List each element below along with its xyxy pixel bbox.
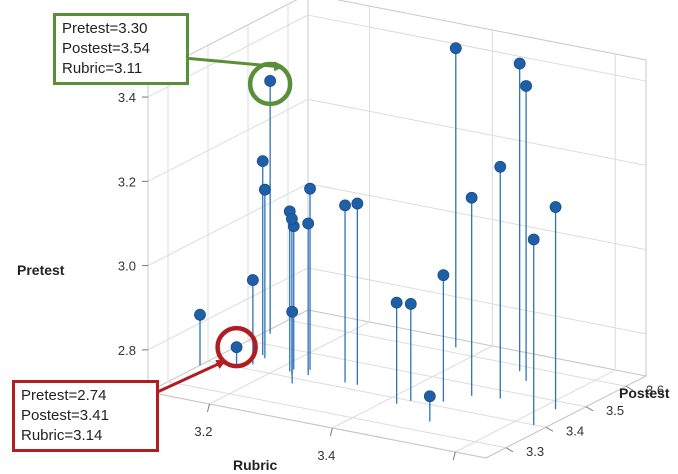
data-point (423, 390, 436, 403)
data-point (339, 199, 351, 212)
grid-line-postest (167, 381, 507, 449)
tick-label-postest: 3.5 (606, 403, 624, 418)
tick-mark-rubric (206, 403, 210, 413)
data-point (390, 296, 403, 309)
grid-line-rubric (332, 345, 493, 429)
data-point (437, 269, 450, 282)
data-point (304, 182, 316, 195)
y-axis-title: Postest (619, 385, 670, 401)
data-point (351, 197, 364, 210)
grid-line-pretest (147, 267, 309, 351)
highlight-ring-top (247, 61, 293, 107)
arrow-top (183, 56, 285, 72)
data-point (194, 308, 206, 321)
tick-label-postest: 3.4 (566, 423, 584, 438)
highlight-ring-bottom (215, 325, 258, 369)
tick-mark-postest (545, 426, 554, 432)
data-point (264, 75, 277, 87)
z-axis-title: Pretest (17, 262, 65, 278)
data-point (246, 274, 259, 286)
grid-line-postest (247, 340, 587, 408)
data-point (520, 80, 533, 92)
annotation-top-line-2: Postest=3.54 (62, 40, 150, 57)
tick-mark-rubric (452, 451, 456, 461)
tick-label-rubric: 3.6 (440, 472, 458, 474)
grid-line-rubric (455, 369, 616, 453)
grid-line-postest (207, 360, 547, 428)
grid-line-pretest (147, 98, 309, 182)
data-point (256, 155, 269, 168)
data-point (258, 183, 271, 196)
tick-mark-postest (585, 406, 594, 412)
grid-line-postest (287, 319, 627, 387)
tick-label-postest: 3.3 (526, 444, 544, 459)
grid-line-pretest (307, 14, 647, 82)
annotation-box-top: Pretest=3.30 Postest=3.54 Rubric=3.11 (53, 13, 189, 85)
tick-label-pretest: 3.0 (118, 259, 136, 274)
tick-mark-postest (505, 447, 514, 453)
axis-ticks: 2.8 3.0 3.2 3.4 3.2 3.4 3.6 3.3 3.4 3.5 3.6 (118, 90, 664, 474)
annotation-bottom-line-3: Rubric=3.14 (21, 427, 103, 444)
grid-line-pretest (307, 267, 647, 335)
tick-mark-postest (625, 385, 634, 391)
data-points (194, 42, 562, 403)
annotation-bottom-line-2: Postest=3.41 (21, 407, 109, 424)
tick-label-pretest: 2.8 (118, 343, 136, 358)
data-point (465, 191, 478, 204)
x-axis-title: Rubric (233, 457, 278, 473)
tick-mark-rubric (329, 427, 333, 437)
data-point (449, 42, 462, 55)
data-point (494, 160, 507, 173)
tick-label-postest: 3.6 (646, 382, 664, 397)
box-edge (147, 391, 487, 459)
tick-label-pretest: 3.2 (118, 174, 136, 189)
data-point (230, 341, 243, 354)
tick-label-pretest: 3.4 (118, 90, 136, 105)
annotation-top-line-1: Pretest=3.30 (62, 20, 148, 37)
data-point (527, 233, 540, 246)
annotation-box-bottom: Pretest=2.74 Postest=3.41 Rubric=3.14 (12, 380, 159, 452)
data-point (285, 213, 298, 225)
tick-label-rubric: 3.2 (194, 424, 212, 439)
data-point (549, 201, 562, 213)
grid-line-pretest (307, 98, 647, 166)
box-edge (485, 375, 647, 459)
data-point (302, 217, 315, 230)
annotation-bottom-line-1: Pretest=2.74 (21, 387, 107, 404)
tick-label-rubric: 3.4 (317, 448, 335, 463)
data-point (404, 298, 417, 310)
drop-lines (199, 48, 557, 425)
data-point (513, 57, 526, 70)
data-point (286, 305, 299, 318)
grid-line-pretest (307, 183, 647, 251)
grid-line-pretest (147, 183, 309, 267)
annotation-top-line-3: Rubric=3.11 (62, 60, 143, 77)
